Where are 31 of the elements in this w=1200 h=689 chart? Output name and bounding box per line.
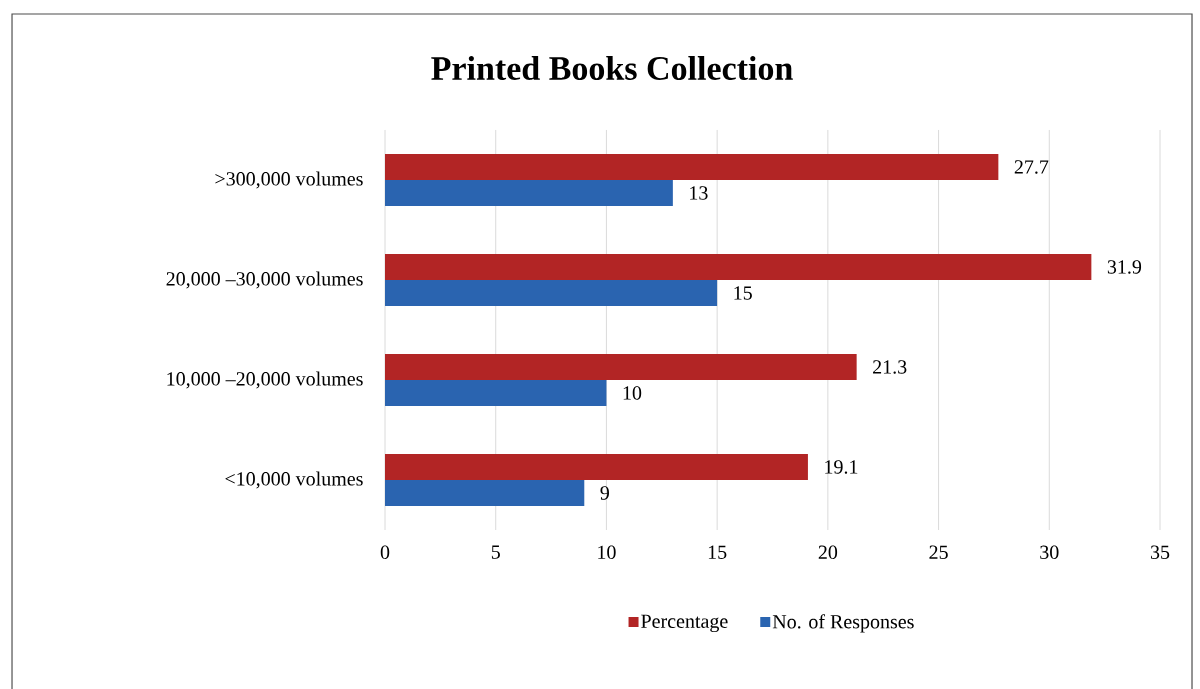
x-tick-label: 35 <box>1150 545 1170 559</box>
y-tick-label: >300,000 volumes <box>215 171 363 189</box>
data-label: 19.1 <box>825 460 858 474</box>
legend-label: No. of Responses <box>772 614 914 633</box>
bar <box>385 254 1092 280</box>
x-tick-label: 10 <box>598 545 616 560</box>
x-tick-label: 15 <box>708 545 727 559</box>
y-tick-label: 20,000 –30,000 volumes <box>166 271 363 289</box>
y-tick-label: <10,000 volumes <box>225 471 363 489</box>
x-tick-label: 5 <box>491 545 500 559</box>
y-tick-label: 10,000 –20,000 volumes <box>167 371 363 389</box>
x-tick-label: 25 <box>929 545 948 559</box>
x-tick-label: 0 <box>380 545 390 560</box>
x-tick-label: 30 <box>1040 545 1059 560</box>
bar <box>385 180 673 206</box>
bar <box>385 280 718 306</box>
bar <box>385 154 999 180</box>
data-label: 15 <box>734 286 752 300</box>
x-tick-label: 20 <box>818 545 838 560</box>
bar <box>385 354 857 380</box>
chart-title: Printed Books Collection <box>431 56 793 80</box>
data-label: 9 <box>600 486 609 500</box>
bar <box>385 380 607 406</box>
data-label: 13 <box>690 186 708 200</box>
data-label: 27.7 <box>1014 160 1049 174</box>
bar <box>385 454 808 480</box>
data-label: 21.3 <box>873 360 907 374</box>
data-label: 31.9 <box>1107 260 1142 274</box>
bar <box>385 480 585 506</box>
data-label: 10 <box>623 386 642 400</box>
legend-label: Percentage <box>641 614 728 633</box>
